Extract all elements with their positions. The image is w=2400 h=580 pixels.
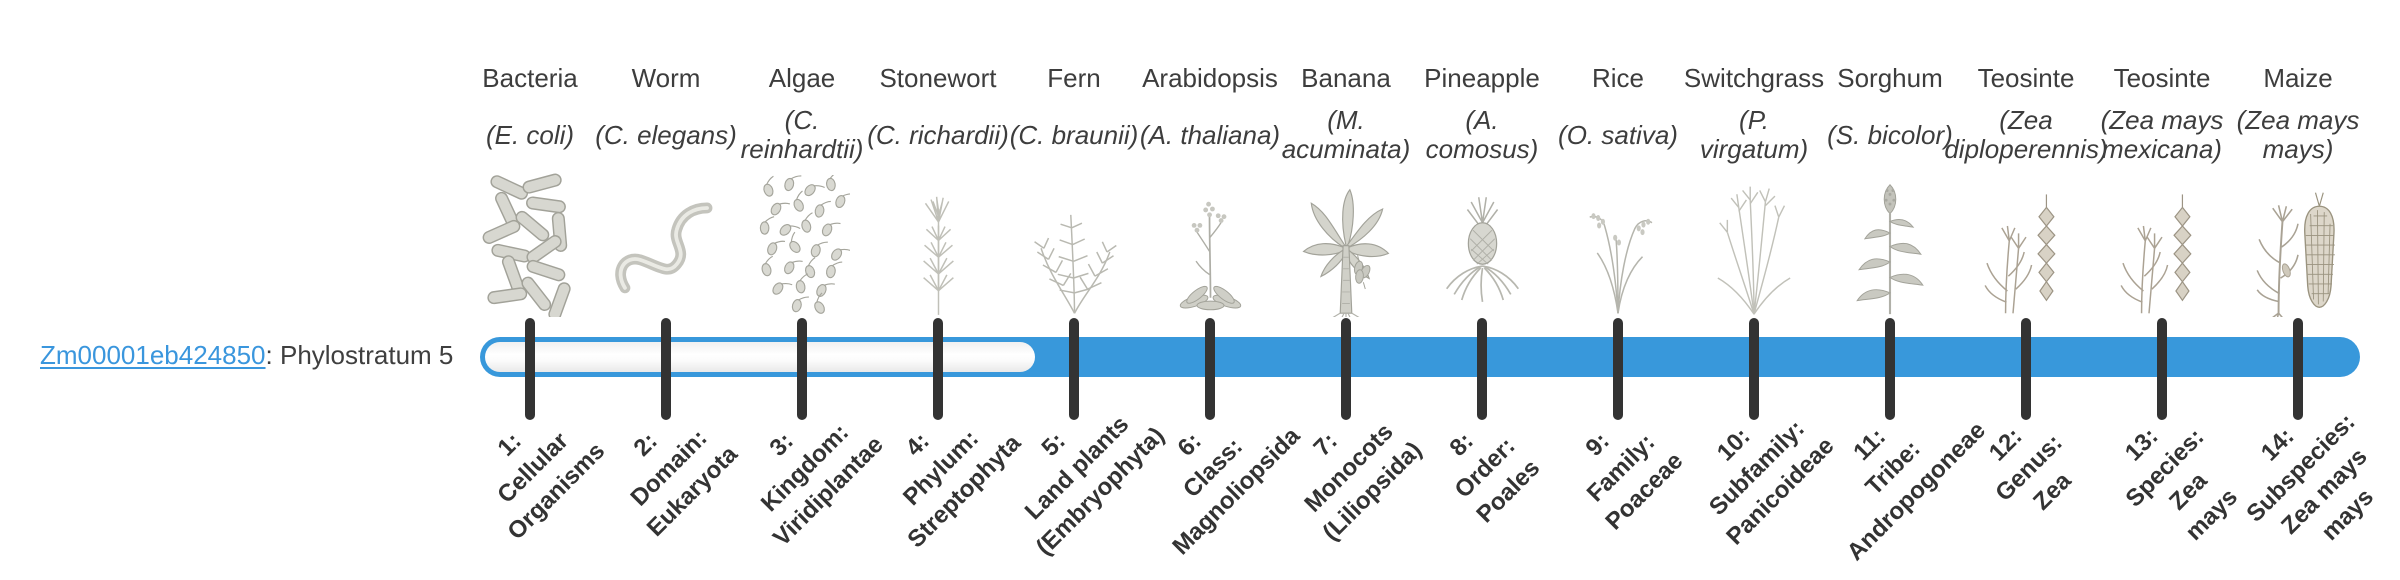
organism-common-name: Rice (1591, 63, 1644, 93)
organism-latin-name: (Zea diploperennis) (1944, 105, 2108, 164)
timeline-bar-filled (480, 337, 2360, 377)
organism-common-name: Bacteria (482, 63, 578, 93)
organism-latin-name: (C. elegans) (595, 119, 737, 150)
maize-icon (2213, 170, 2383, 317)
tick-5 (1069, 318, 1079, 420)
organism-column-teosinte-diploperennis: Teosinte (Zea diploperennis) (1941, 62, 2111, 317)
tick-8 (1477, 318, 1487, 420)
tick-4 (933, 318, 943, 420)
organism-common-name: Maize (2263, 63, 2333, 93)
organism-common-name: Switchgrass (1683, 63, 1825, 93)
tick-13 (2157, 318, 2167, 420)
organism-common-name: Worm (631, 63, 701, 93)
organism-column-teosinte-mexicana: Teosinte (Zea mays mexicana) (2077, 62, 2247, 317)
organism-common-name: Sorghum (1837, 63, 1943, 93)
gene-label: Zm00001eb424850: Phylostratum 5 (40, 338, 453, 372)
gene-phylostratum-text: : Phylostratum 5 (265, 340, 454, 370)
organism-common-name: Banana (1301, 63, 1391, 93)
organism-common-name: Pineapple (1424, 63, 1540, 93)
organism-common-name: Arabidopsis (1142, 63, 1278, 93)
organism-latin-name: (A. comosus) (1425, 105, 1539, 164)
timeline-bar-unfilled (485, 342, 1035, 372)
organism-latin-name: (C. braunii) (1009, 119, 1139, 150)
tick-1 (525, 318, 535, 420)
organism-column-bacteria: Bacteria (E. coli) (445, 62, 615, 317)
organism-latin-name: (E. coli) (485, 119, 575, 150)
organism-column-worm: Worm (C. elegans) (581, 62, 751, 317)
organism-latin-name: (P. virgatum) (1699, 105, 1809, 164)
tick-6 (1205, 318, 1215, 420)
organism-latin-name: (C. reinhardtii) (740, 105, 864, 164)
organism-latin-name: (S. bicolor) (1827, 119, 1953, 150)
organism-column-algae: Algae (C. reinhardtii) (717, 62, 887, 317)
organism-latin-name: (O. sativa) (1558, 119, 1678, 150)
tick-11 (1885, 318, 1895, 420)
gene-id-link[interactable]: Zm00001eb424850 (40, 340, 266, 370)
tick-14 (2293, 318, 2303, 420)
tick-12 (2021, 318, 2031, 420)
organism-column-maize: Maize (Zea mays mays) (2213, 62, 2383, 317)
organism-column-pineapple: Pineapple (A. comosus) (1397, 62, 1567, 317)
tick-10 (1749, 318, 1759, 420)
organism-column-arabidopsis: Arabidopsis (A. thaliana) (1125, 62, 1295, 317)
tick-2 (661, 318, 671, 420)
organism-column-fern: Fern (C. braunii) (989, 62, 1159, 317)
organism-common-name: Stonewort (879, 63, 997, 93)
organism-column-stonewort: Stonewort (C. richardii) (853, 62, 1023, 317)
organism-common-name: Algae (768, 63, 836, 93)
organism-latin-name: (Zea mays mays) (2236, 105, 2360, 164)
organism-common-name: Teosinte (1977, 63, 2075, 93)
organism-latin-name: (Zea mays mexicana) (2100, 105, 2224, 164)
organism-column-banana: Banana (M. acuminata) (1261, 62, 1431, 317)
tick-3 (797, 318, 807, 420)
organism-latin-name: (A. thaliana) (1139, 119, 1281, 150)
organism-common-name: Fern (1047, 63, 1101, 93)
organism-latin-name: (M. acuminata) (1281, 105, 1411, 164)
organism-common-name: Teosinte (2113, 63, 2211, 93)
organism-latin-name: (C. richardii) (867, 119, 1009, 150)
organism-column-sorghum: Sorghum (S. bicolor) (1805, 62, 1975, 317)
organism-column-switchgrass: Switchgrass (P. virgatum) (1669, 62, 1839, 317)
tick-7 (1341, 318, 1351, 420)
tick-9 (1613, 318, 1623, 420)
organism-column-rice: Rice (O. sativa) (1533, 62, 1703, 317)
